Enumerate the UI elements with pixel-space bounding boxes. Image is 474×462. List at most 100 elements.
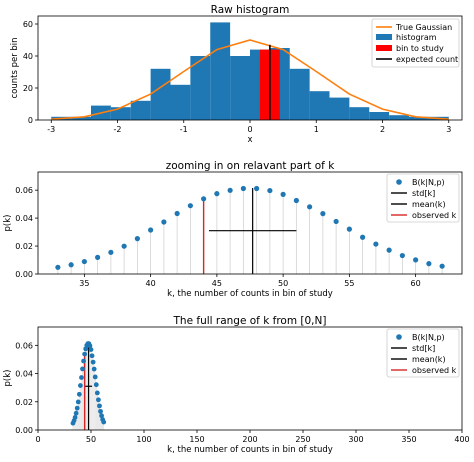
chart2-title: zooming in on relavant part of k [166, 160, 335, 172]
c3-xtick-label-1: 50 [86, 435, 96, 444]
chart-full-range: The full range of k from [0,N] 0 50 100 150… [3, 315, 470, 455]
legend-expected-label: expected count [396, 55, 458, 64]
c2-point-24 [373, 241, 379, 247]
c3-xtick-label-3: 150 [189, 435, 204, 444]
c2-point-12 [214, 191, 220, 197]
chart1-title: Raw histogram [211, 4, 290, 16]
c2-point-25 [386, 247, 392, 253]
c2-point-29 [439, 263, 445, 269]
chart1-overlays [51, 39, 449, 120]
hist-bar-1 [71, 116, 91, 120]
chart3-legend: B(k|N,p) std[k] mean(k) observed k [386, 328, 460, 378]
c3-point-21 [92, 374, 98, 380]
c3-xtick-label-6: 300 [348, 435, 363, 444]
c2-point-2 [81, 258, 87, 265]
c1-ytick-label-3: 60 [23, 20, 33, 29]
c2-point-8 [161, 219, 167, 225]
hist-bar-8 [210, 22, 231, 120]
hist-bar-3 [110, 107, 131, 120]
chart2-legend-box [386, 173, 460, 223]
hist-bar-12 [289, 68, 310, 120]
c3-point-23 [94, 390, 100, 396]
c3-point-11 [82, 351, 88, 357]
c2-point-0 [55, 264, 61, 270]
c2-xtick-label-0: 35 [79, 279, 89, 288]
c2-point-9 [174, 210, 180, 217]
hist-bar-17 [389, 115, 409, 120]
hist-bar-4 [130, 100, 151, 120]
c3-point-17 [88, 347, 94, 352]
c2-point-20 [320, 211, 326, 217]
legend2-obs-label: observed k [412, 211, 457, 220]
legend2-mean-label: mean(k) [412, 200, 446, 209]
c3-xtick-label-5: 250 [295, 435, 310, 444]
c3-point-29 [101, 419, 107, 425]
chart1-bars [51, 22, 449, 120]
c3-point-27 [99, 413, 104, 419]
hist-bar-14 [329, 97, 350, 120]
chart2-ticks: 35 40 45 50 55 60 0.00 0.02 0.04 0.06 [15, 186, 421, 288]
chart1-legend-box [371, 18, 460, 68]
chart1-xlabel: x [247, 135, 252, 145]
c2-xtick-label-4: 55 [344, 279, 354, 288]
chart2-xlabel: k, the number of counts in bin of study [167, 289, 333, 299]
c2-ytick-label-0: 0.00 [15, 270, 33, 279]
c2-point-17 [280, 191, 286, 197]
chart1-ylabel: counts per bin [10, 37, 20, 98]
c1-xtick-label-5: 2 [380, 125, 385, 134]
legend-study-label: bin to study [396, 44, 444, 53]
hist-bar-15 [349, 107, 370, 120]
c3-point-7 [78, 383, 83, 388]
c3-point-5 [75, 399, 81, 405]
legend3-binom-swatch [396, 334, 402, 340]
chart2-legend: B(k|N,p) std[k] mean(k) observed k [386, 173, 460, 223]
c3-ytick-label-3: 0.06 [15, 341, 33, 350]
c2-point-19 [307, 204, 313, 210]
hist-bar-16 [369, 112, 390, 120]
chart3-ticks: 0 50 100 150 200 250 300 350 400 0.00 0.02 0.04 0.06 [15, 341, 469, 444]
c2-point-15 [254, 185, 260, 192]
c3-point-2 [72, 415, 78, 420]
c3-xtick-label-7: 350 [401, 435, 416, 444]
chart3-marks [70, 341, 107, 430]
chart3-xlabel: k, the number of counts in bin of study [167, 445, 333, 455]
c2-xtick-label-1: 40 [146, 279, 156, 288]
legend2-binom-label: B(k|N,p) [412, 178, 445, 187]
c2-point-3 [95, 254, 101, 260]
hist-bar-13 [309, 91, 330, 120]
c3-point-25 [97, 403, 102, 409]
legend3-std-label: std[k] [412, 344, 435, 353]
c1-xtick-label-4: 1 [314, 125, 319, 134]
c3-ytick-label-0: 0.00 [15, 426, 33, 435]
legend3-binom-label: B(k|N,p) [412, 333, 445, 342]
c2-point-5 [121, 243, 127, 249]
c1-ytick-label-1: 20 [23, 84, 33, 93]
legend2-std-label: std[k] [412, 189, 435, 198]
c2-point-27 [413, 257, 419, 263]
chart2-ylabel: p(k) [3, 215, 13, 232]
gaussian-curve [51, 39, 449, 120]
c1-xtick-label-3: 0 [247, 125, 252, 134]
chart3-ylabel: p(k) [3, 370, 13, 387]
legend-gauss-label: True Gaussian [395, 23, 452, 32]
hist-bar-18 [409, 116, 429, 120]
c3-point-3 [73, 410, 79, 416]
c2-point-21 [333, 218, 339, 225]
c3-point-18 [89, 353, 95, 359]
c2-xtick-label-2: 45 [212, 279, 222, 288]
c1-xtick-label-1: -2 [114, 125, 122, 134]
chart3-title: The full range of k from [0,N] [173, 315, 327, 327]
chart2-frame [37, 171, 463, 275]
c2-xtick-label-3: 50 [278, 279, 288, 288]
c2-ytick-label-2: 0.04 [15, 214, 33, 223]
c3-point-19 [90, 359, 96, 365]
c3-xtick-label-4: 200 [242, 435, 257, 444]
c1-xtick-label-2: -1 [180, 125, 188, 134]
c3-xtick-label-0: 0 [35, 435, 40, 444]
c2-ytick-label-1: 0.02 [15, 242, 33, 251]
c2-xtick-label-5: 60 [411, 279, 421, 288]
c2-point-13 [227, 187, 233, 193]
c3-point-4 [74, 405, 80, 411]
legend2-binom-swatch [396, 179, 402, 185]
c3-point-26 [98, 408, 103, 414]
